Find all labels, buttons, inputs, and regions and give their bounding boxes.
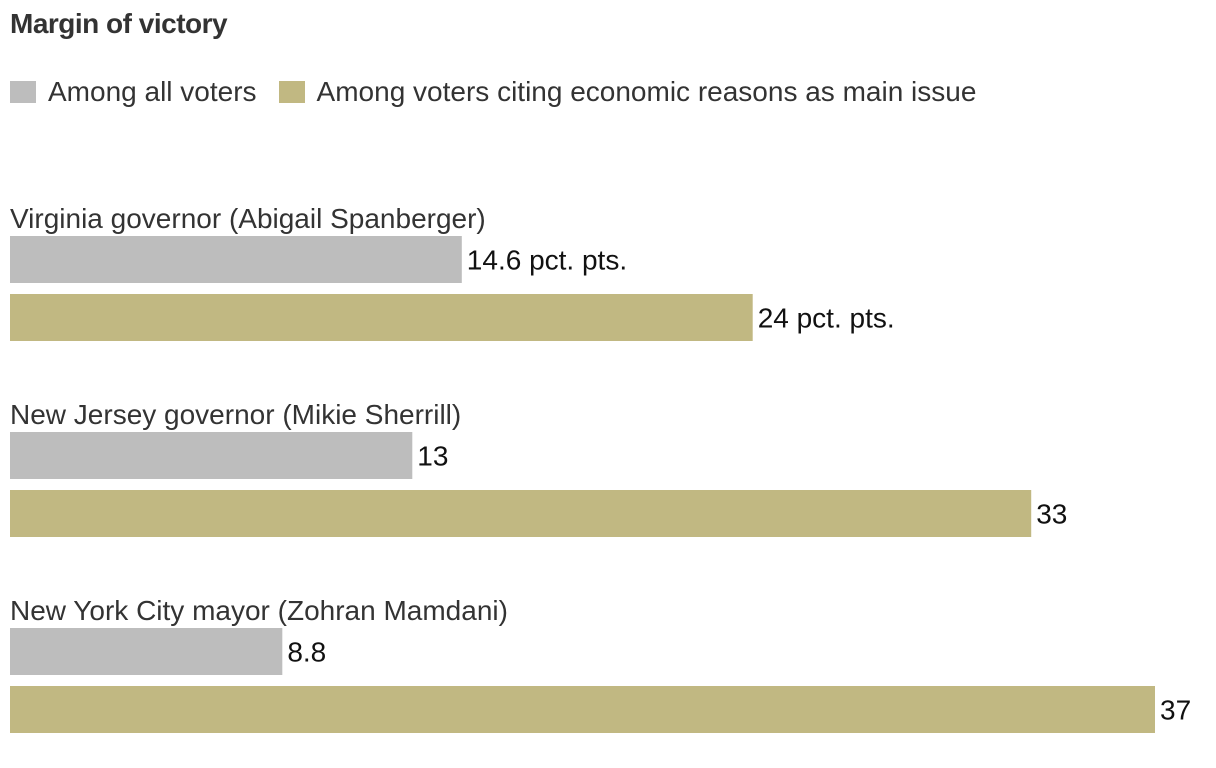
bar-all-voters [10, 628, 283, 675]
data-label: 37 [1160, 695, 1191, 726]
data-label: 13 [417, 441, 448, 472]
category-label: New Jersey governor (Mikie Sherrill) [10, 399, 461, 430]
data-label: 24 pct. pts. [758, 303, 895, 334]
legend-swatch-economic-voters [278, 81, 305, 103]
data-label: 8.8 [287, 637, 326, 668]
category-label: New York City mayor (Zohran Mamdani) [10, 595, 508, 626]
legend: Among all voters Among voters citing eco… [10, 76, 998, 108]
bar-economic-voters [10, 294, 753, 341]
data-label: 14.6 pct. pts. [467, 245, 627, 276]
category-label: Virginia governor (Abigail Spanberger) [10, 203, 486, 234]
bar-economic-voters [10, 490, 1032, 537]
legend-item-all-voters: Among all voters [10, 76, 257, 108]
chart-title: Margin of victory [10, 8, 228, 39]
bar-economic-voters [10, 686, 1155, 733]
bar-all-voters [10, 432, 413, 479]
legend-label-all-voters: Among all voters [48, 76, 257, 107]
bar-all-voters [10, 236, 462, 283]
legend-label-economic-voters: Among voters citing economic reasons as … [316, 76, 977, 107]
data-label: 33 [1036, 499, 1067, 530]
legend-swatch-all-voters [10, 81, 36, 103]
legend-item-economic-voters: Among voters citing economic reasons as … [278, 76, 977, 108]
